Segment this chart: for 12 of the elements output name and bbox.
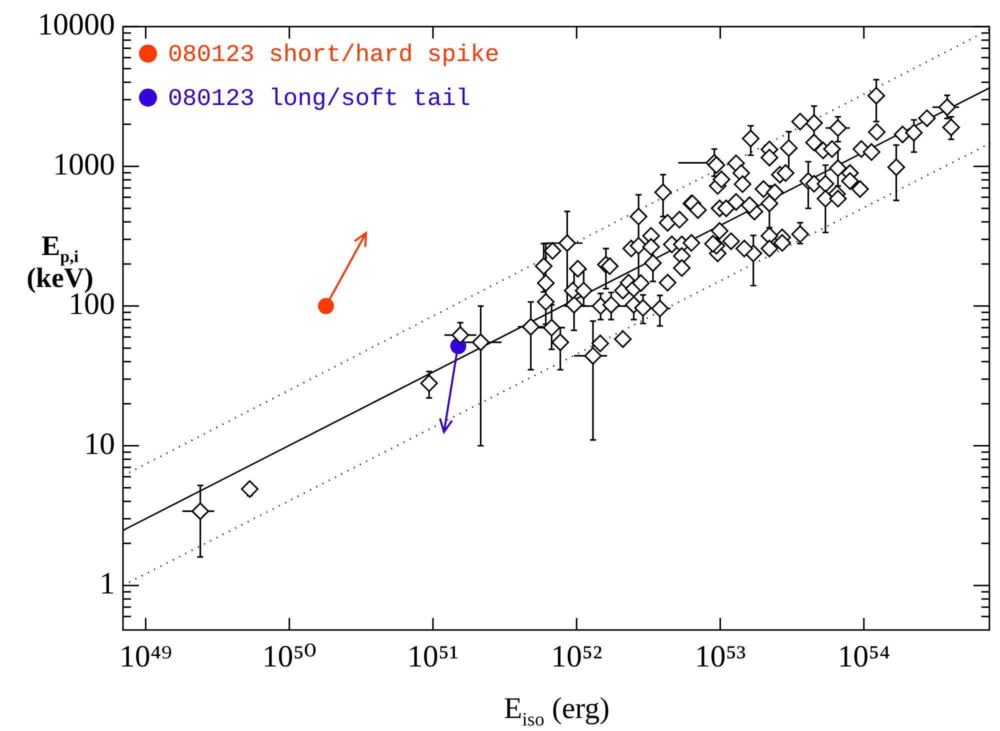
x-tick-label: 10⁵³ — [694, 638, 746, 674]
legend-label: 080123 short/hard spike — [168, 42, 500, 69]
x-tick-label: 10⁴⁹ — [119, 638, 172, 674]
y-tick-label: 10000 — [38, 6, 115, 42]
y-tick-label: 10 — [84, 426, 115, 461]
y-tick-label: 1000 — [53, 146, 115, 182]
x-tick-label: 10⁵⁰ — [262, 638, 316, 674]
legend-label: 080123 long/soft tail — [168, 86, 470, 113]
x-tick-label: 10⁵² — [551, 638, 602, 674]
x-tick-label: 10⁵⁴ — [838, 638, 890, 674]
x-tick-label: 10⁵¹ — [407, 638, 459, 674]
y-tick-label: 1 — [100, 566, 115, 601]
